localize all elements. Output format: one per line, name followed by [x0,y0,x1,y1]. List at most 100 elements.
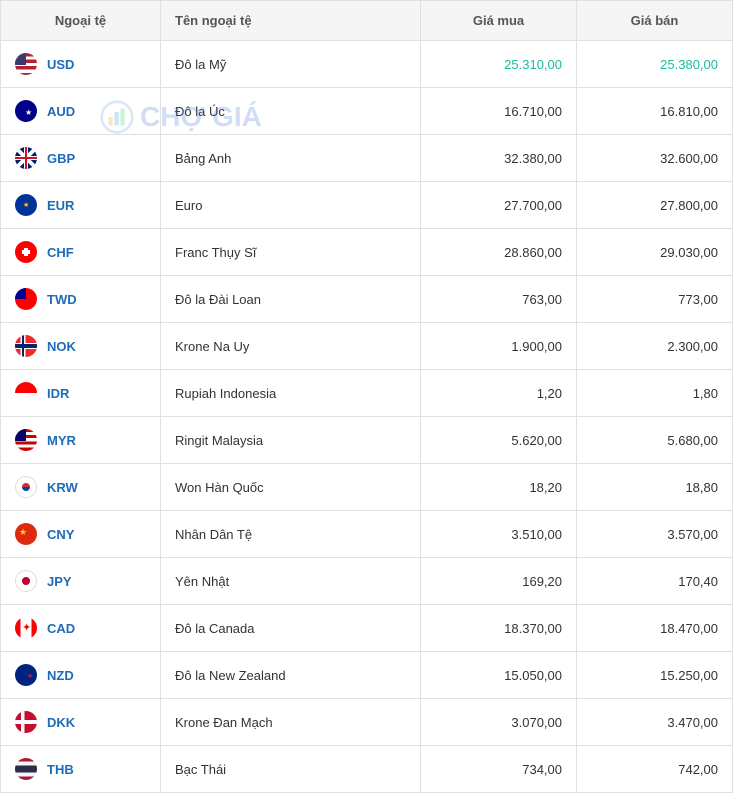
flag-icon [15,476,37,498]
flag-icon [15,53,37,75]
currency-name-cell: Đô la Úc [161,88,421,135]
sell-price-cell: 170,40 [577,558,733,605]
currency-name-cell: Đô la Mỹ [161,41,421,88]
table-row: AUDĐô la Úc16.710,0016.810,00 [1,88,733,135]
sell-price-cell: 773,00 [577,276,733,323]
currency-code-link[interactable]: AUD [47,104,75,119]
currency-code-link[interactable]: CNY [47,527,74,542]
currency-code-link[interactable]: NOK [47,339,76,354]
sell-price-cell: 5.680,00 [577,417,733,464]
table-row: CNY Nhân Dân Tệ3.510,003.570,00 [1,511,733,558]
currency-code-link[interactable]: TWD [47,292,77,307]
currency-code-cell: USD [1,41,161,88]
sell-price-cell: 742,00 [577,746,733,793]
header-buy-price: Giá mua [421,1,577,41]
table-row: NZD Đô la New Zealand15.050,0015.250,00 [1,652,733,699]
currency-code-link[interactable]: USD [47,57,74,72]
currency-name-cell: Krone Đan Mạch [161,699,421,746]
currency-code-link[interactable]: THB [47,762,74,777]
sell-price-cell: 25.380,00 [577,41,733,88]
currency-code-link[interactable]: NZD [47,668,74,683]
currency-name-cell: Won Hàn Quốc [161,464,421,511]
currency-name-cell: Bạc Thái [161,746,421,793]
buy-price-cell: 15.050,00 [421,652,577,699]
flag-icon [15,241,37,263]
currency-code-link[interactable]: CAD [47,621,75,636]
buy-price-cell: 763,00 [421,276,577,323]
flag-icon [15,429,37,451]
table-row: USD Đô la Mỹ25.310,0025.380,00 [1,41,733,88]
header-sell-price: Giá bán [577,1,733,41]
currency-code-link[interactable]: EUR [47,198,74,213]
sell-price-cell: 29.030,00 [577,229,733,276]
currency-code-cell: DKK [1,699,161,746]
currency-code-link[interactable]: JPY [47,574,72,589]
currency-name-cell: Ringit Malaysia [161,417,421,464]
flag-icon [15,194,37,216]
exchange-rate-table: Ngoại tệ Tên ngoại tệ Giá mua Giá bán US… [0,0,733,793]
header-currency-name: Tên ngoại tệ [161,1,421,41]
currency-code-cell: GBP [1,135,161,182]
currency-name-cell: Franc Thụy Sĩ [161,229,421,276]
currency-name-cell: Yên Nhật [161,558,421,605]
table-row: GBP Bảng Anh32.380,0032.600,00 [1,135,733,182]
sell-price-cell: 15.250,00 [577,652,733,699]
sell-price-cell: 1,80 [577,370,733,417]
flag-icon [15,288,37,310]
currency-code-cell: THB [1,746,161,793]
currency-code-link[interactable]: DKK [47,715,75,730]
table-row: THB Bạc Thái734,00742,00 [1,746,733,793]
currency-code-link[interactable]: KRW [47,480,78,495]
currency-code-cell: JPY [1,558,161,605]
table-row: MYR Ringit Malaysia5.620,005.680,00 [1,417,733,464]
table-row: IDR Rupiah Indonesia1,201,80 [1,370,733,417]
flag-icon [15,617,37,639]
buy-price-cell: 32.380,00 [421,135,577,182]
currency-name-cell: Bảng Anh [161,135,421,182]
sell-price-cell: 3.470,00 [577,699,733,746]
flag-icon [15,382,37,404]
flag-icon [15,570,37,592]
currency-code-link[interactable]: IDR [47,386,69,401]
buy-price-cell: 3.510,00 [421,511,577,558]
flag-icon [15,711,37,733]
currency-code-cell: MYR [1,417,161,464]
buy-price-cell: 1.900,00 [421,323,577,370]
buy-price-cell: 18,20 [421,464,577,511]
currency-code-cell: TWD [1,276,161,323]
flag-icon [15,523,37,545]
buy-price-cell: 18.370,00 [421,605,577,652]
sell-price-cell: 16.810,00 [577,88,733,135]
buy-price-cell: 1,20 [421,370,577,417]
currency-name-cell: Đô la Canada [161,605,421,652]
sell-price-cell: 3.570,00 [577,511,733,558]
currency-code-cell: AUD [1,88,161,135]
currency-code-link[interactable]: MYR [47,433,76,448]
currency-name-cell: Nhân Dân Tệ [161,511,421,558]
table-row: KRWWon Hàn Quốc18,2018,80 [1,464,733,511]
currency-code-cell: EUR [1,182,161,229]
flag-icon [15,100,37,122]
currency-code-cell: NOK [1,323,161,370]
flag-icon [15,664,37,686]
table-row: EUREuro27.700,0027.800,00 [1,182,733,229]
currency-code-link[interactable]: GBP [47,151,75,166]
currency-code-link[interactable]: CHF [47,245,74,260]
table-row: CHFFranc Thụy Sĩ28.860,0029.030,00 [1,229,733,276]
currency-code-cell: NZD [1,652,161,699]
currency-name-cell: Đô la New Zealand [161,652,421,699]
buy-price-cell: 25.310,00 [421,41,577,88]
flag-icon [15,335,37,357]
flag-icon [15,147,37,169]
currency-code-cell: CAD [1,605,161,652]
table-row: NOKKrone Na Uy1.900,002.300,00 [1,323,733,370]
currency-name-cell: Rupiah Indonesia [161,370,421,417]
table-header-row: Ngoại tệ Tên ngoại tệ Giá mua Giá bán [1,1,733,41]
flag-icon [15,758,37,780]
sell-price-cell: 32.600,00 [577,135,733,182]
header-currency-code: Ngoại tệ [1,1,161,41]
buy-price-cell: 734,00 [421,746,577,793]
currency-name-cell: Đô la Đài Loan [161,276,421,323]
buy-price-cell: 27.700,00 [421,182,577,229]
buy-price-cell: 5.620,00 [421,417,577,464]
